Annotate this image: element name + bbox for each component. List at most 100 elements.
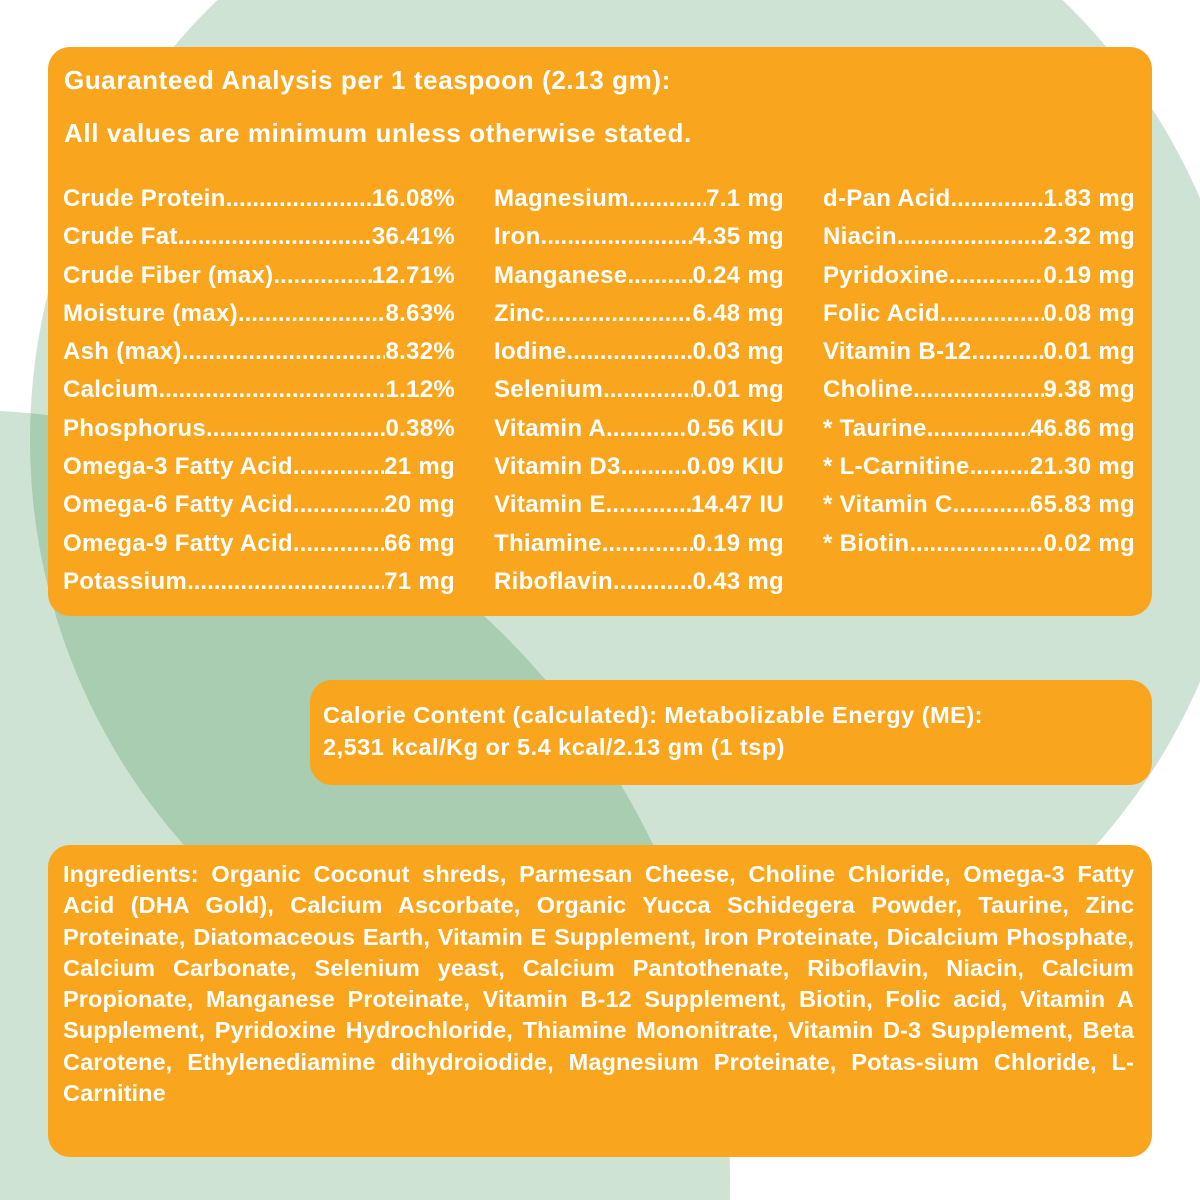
nutrient-value: 7.1 mg bbox=[706, 185, 784, 212]
guaranteed-analysis-panel: Guaranteed Analysis per 1 teaspoon (2.13… bbox=[48, 47, 1152, 616]
nutrient-value: 20 mg bbox=[384, 491, 455, 519]
nutrient-row: Vitamin B-12 0.01 mg bbox=[823, 333, 1135, 371]
nutrient-name: Phosphorus bbox=[63, 414, 207, 442]
nutrient-row: Choline 9.38 mg bbox=[823, 371, 1135, 409]
calorie-label: Calorie Content (calculated): Metaboliza… bbox=[323, 702, 983, 728]
calorie-value: 2,531 kcal/Kg or 5.4 kcal/2.13 gm (1 tsp… bbox=[323, 734, 785, 760]
nutrient-name: Zinc bbox=[494, 299, 545, 327]
nutrient-value: 0.01 mg bbox=[692, 376, 784, 404]
nutrient-name: Riboflavin bbox=[494, 567, 614, 595]
nutrient-name: Thiamine bbox=[494, 529, 602, 557]
nutrient-value: 9.38 mg bbox=[1043, 376, 1135, 404]
nutrient-value: 71 mg bbox=[384, 567, 455, 595]
nutrient-row: Thiamine 0.19 mg bbox=[494, 525, 784, 563]
leader-dots bbox=[545, 295, 693, 333]
analysis-column-1: Crude Protein 16.08% Crude Fat 36.41% Crud… bbox=[63, 180, 455, 601]
leader-dots bbox=[158, 371, 385, 409]
nutrient-row: Vitamin A 0.56 KIU bbox=[494, 410, 784, 448]
nutrient-name: Manganese bbox=[494, 261, 628, 289]
nutrient-value: 8.32% bbox=[385, 338, 455, 366]
leader-dots bbox=[627, 257, 692, 295]
nutrient-value: 65.83 mg bbox=[1029, 491, 1135, 519]
nutrient-name: Selenium bbox=[494, 376, 604, 404]
nutrient-row: Niacin 2.32 mg bbox=[823, 218, 1135, 256]
nutrient-row: Crude Fat 36.41% bbox=[63, 218, 455, 256]
leader-dots bbox=[206, 410, 385, 448]
nutrient-value: 0.03 mg bbox=[692, 338, 784, 366]
nutrient-row: * Taurine 46.86 mg bbox=[823, 410, 1135, 448]
nutrient-row: * Vitamin C 65.83 mg bbox=[823, 486, 1135, 524]
nutrient-name: Crude Protein bbox=[63, 185, 226, 212]
nutrient-value: 21.30 mg bbox=[1029, 453, 1135, 481]
nutrient-value: 1.12% bbox=[385, 376, 455, 404]
nutrient-value: 0.19 mg bbox=[1043, 261, 1135, 289]
analysis-column-3: d-Pan Acid 1.83 mg Niacin 2.32 mg Pyridoxi… bbox=[823, 180, 1135, 563]
nutrient-value: 6.48 mg bbox=[692, 299, 784, 327]
nutrient-name: * L-Carnitine bbox=[823, 453, 970, 481]
ingredients-panel: Ingredients: Organic Coconut shreds, Par… bbox=[48, 845, 1152, 1157]
nutrient-row: Moisture (max) 8.63% bbox=[63, 295, 455, 333]
nutrient-value: 4.35 mg bbox=[692, 223, 784, 251]
leader-dots bbox=[293, 486, 384, 524]
nutrient-name: Omega-6 Fatty Acid bbox=[63, 491, 293, 519]
leader-dots bbox=[913, 371, 1043, 409]
nutrient-value: 8.63% bbox=[385, 299, 455, 327]
nutrient-name: Folic Acid bbox=[823, 299, 940, 327]
nutrient-row: Manganese 0.24 mg bbox=[494, 257, 784, 295]
leader-dots bbox=[606, 486, 691, 524]
leader-dots bbox=[238, 295, 386, 333]
leader-dots bbox=[621, 448, 687, 486]
leader-dots bbox=[950, 180, 1043, 218]
leader-dots bbox=[541, 218, 693, 256]
nutrient-name: Niacin bbox=[823, 223, 897, 251]
leader-dots bbox=[897, 218, 1044, 256]
nutrient-value: 0.24 mg bbox=[692, 261, 784, 289]
nutrient-name: Vitamin D3 bbox=[494, 453, 621, 481]
nutrient-value: 0.02 mg bbox=[1043, 529, 1135, 557]
nutrient-row: Pyridoxine 0.19 mg bbox=[823, 257, 1135, 295]
leader-dots bbox=[629, 180, 706, 218]
nutrient-name: * Taurine bbox=[823, 414, 927, 442]
nutrient-row: Folic Acid 0.08 mg bbox=[823, 295, 1135, 333]
nutrient-row: Vitamin E 14.47 IU bbox=[494, 486, 784, 524]
leader-dots bbox=[602, 525, 693, 563]
overlap-dark-mint bbox=[30, 410, 730, 1050]
nutrient-value: 0.38% bbox=[385, 414, 455, 442]
leader-dots bbox=[940, 295, 1044, 333]
leader-dots bbox=[606, 410, 687, 448]
leader-dots bbox=[927, 410, 1030, 448]
nutrient-name: Omega-3 Fatty Acid bbox=[63, 453, 293, 481]
nutrient-name: Magnesium bbox=[494, 185, 629, 212]
nutrient-name: Vitamin A bbox=[494, 414, 607, 442]
nutrient-row: Phosphorus 0.38% bbox=[63, 410, 455, 448]
nutrient-value: 21 mg bbox=[384, 453, 455, 481]
nutrient-value: 1.83 mg bbox=[1043, 185, 1135, 212]
nutrient-row: Riboflavin 0.43 mg bbox=[494, 563, 784, 601]
nutrient-value: 0.43 mg bbox=[692, 567, 784, 595]
calorie-content-panel: Calorie Content (calculated): Metaboliza… bbox=[310, 680, 1152, 785]
nutrient-row: Zinc 6.48 mg bbox=[494, 295, 784, 333]
nutrient-row: Omega-6 Fatty Acid 20 mg bbox=[63, 486, 455, 524]
nutrient-value: 0.56 KIU bbox=[686, 414, 784, 442]
leader-dots bbox=[953, 486, 1030, 524]
nutrient-name: * Biotin bbox=[823, 529, 910, 557]
analysis-title: Guaranteed Analysis per 1 teaspoon (2.13… bbox=[64, 65, 671, 95]
nutrient-row: d-Pan Acid 1.83 mg bbox=[823, 180, 1135, 218]
nutrient-row: Vitamin D3 0.09 KIU bbox=[494, 448, 784, 486]
nutrient-name: Crude Fat bbox=[63, 223, 178, 251]
nutrient-name: d-Pan Acid bbox=[823, 185, 951, 212]
leader-dots bbox=[178, 218, 372, 256]
nutrient-name: Vitamin B-12 bbox=[823, 338, 972, 366]
nutrient-row: Omega-3 Fatty Acid 21 mg bbox=[63, 448, 455, 486]
leader-dots bbox=[949, 257, 1044, 295]
nutrient-row: Selenium 0.01 mg bbox=[494, 371, 784, 409]
nutrient-value: 0.19 mg bbox=[692, 529, 784, 557]
nutrient-name: Pyridoxine bbox=[823, 261, 949, 289]
leader-dots bbox=[613, 563, 693, 601]
nutrient-row: Iodine 0.03 mg bbox=[494, 333, 784, 371]
leader-dots bbox=[273, 257, 371, 295]
nutrient-value: 14.47 IU bbox=[690, 491, 784, 519]
nutrient-row: Iron 4.35 mg bbox=[494, 218, 784, 256]
nutrient-name: Crude Fiber (max) bbox=[63, 261, 274, 289]
nutrient-name: Choline bbox=[823, 376, 914, 404]
